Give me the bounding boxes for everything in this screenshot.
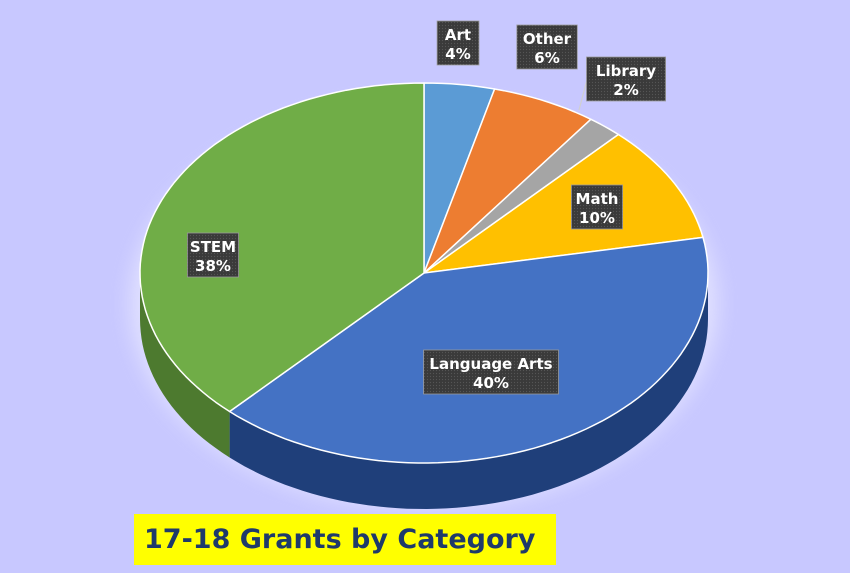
data-label-category: Math bbox=[576, 190, 619, 208]
data-label-box bbox=[516, 24, 578, 70]
data-label-category: Language Arts bbox=[429, 355, 552, 373]
data-label-box bbox=[586, 56, 666, 102]
data-label-box bbox=[186, 232, 239, 278]
pie-slice-other bbox=[423, 88, 592, 274]
data-label-value: 6% bbox=[534, 49, 559, 67]
data-label-value: 4% bbox=[445, 45, 470, 63]
pie-side-language-arts bbox=[229, 273, 708, 509]
data-label-box bbox=[571, 184, 624, 230]
pie-slice-stem bbox=[139, 82, 425, 413]
data-label-category: Library bbox=[596, 62, 656, 80]
data-label-box bbox=[436, 20, 480, 66]
pie-slice-library bbox=[423, 118, 620, 274]
data-label-value: 40% bbox=[473, 374, 509, 392]
chart-title: 17-18 Grants by Category bbox=[134, 514, 556, 565]
data-label-value: 10% bbox=[579, 209, 615, 227]
data-label-value: 2% bbox=[613, 81, 638, 99]
data-label-box bbox=[423, 349, 559, 395]
data-label-category: Art bbox=[445, 26, 471, 44]
data-label-value: 38% bbox=[195, 257, 231, 275]
data-label-category: Other bbox=[523, 30, 572, 48]
pie-slice-math bbox=[423, 133, 704, 274]
data-label-category: STEM bbox=[190, 238, 236, 256]
pie-side-stem bbox=[140, 273, 230, 458]
